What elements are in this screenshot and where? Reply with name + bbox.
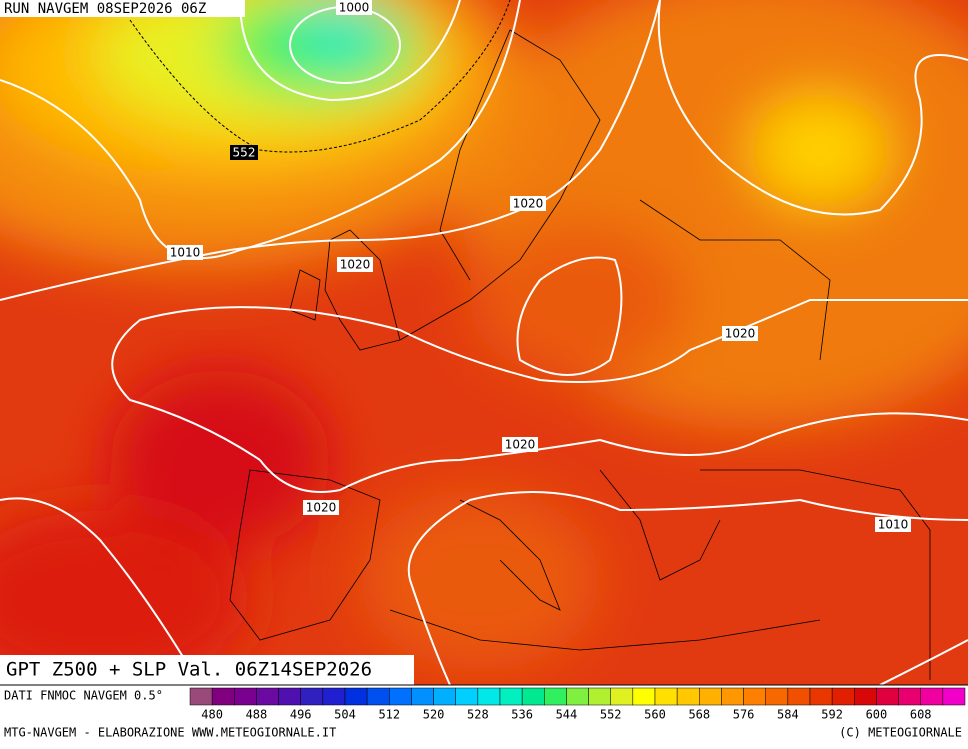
colorbar-swatch — [499, 687, 523, 706]
colorbar-label: 480 — [201, 708, 223, 722]
map-field — [0, 0, 968, 685]
colorbar-swatch — [831, 687, 855, 706]
colorbar-label: 488 — [246, 708, 268, 722]
colorbar-swatch — [721, 687, 744, 706]
colorbar-swatch — [787, 687, 811, 706]
isobars — [0, 0, 968, 685]
colorbar-label: 512 — [378, 708, 400, 722]
colorbar-swatch — [278, 687, 301, 706]
colorbar-swatch — [256, 687, 279, 706]
map-title: GPT Z500 + SLP Val. 06Z14SEP2026 — [6, 659, 372, 681]
colorbar-label: 592 — [821, 708, 843, 722]
colorbar-label: 528 — [467, 708, 489, 722]
colorbar-swatch — [854, 687, 877, 706]
contour-label: 1010 — [878, 518, 909, 532]
colorbar-swatch — [389, 687, 412, 706]
colorbar-label: 504 — [334, 708, 356, 722]
colorbar-swatch — [942, 687, 966, 706]
contour-label: 1010 — [170, 246, 201, 260]
contour-label: 1020 — [340, 258, 371, 272]
contour-labels: 1000 552 1010 1020 1020 1020 1020 1020 1… — [167, 0, 911, 532]
title-box — [0, 655, 414, 685]
colorbar-swatch — [433, 687, 456, 706]
colorbar-label: 576 — [733, 708, 755, 722]
colorbar-swatch — [521, 687, 545, 706]
z500-contour — [129, 0, 511, 153]
colorbar-swatch — [699, 687, 722, 706]
colorbar-caption: DATI FNMOC NAVGEM 0.5° — [4, 689, 163, 703]
contour-label: 1020 — [725, 327, 756, 341]
colorbar-swatch — [765, 687, 789, 706]
contour-label: 552 — [233, 146, 256, 160]
contour-label: 1020 — [513, 197, 544, 211]
colorbar-swatch — [455, 687, 479, 706]
colorbar-label: 544 — [556, 708, 578, 722]
colorbar-swatch — [211, 687, 235, 706]
colorbar-label: 600 — [866, 708, 888, 722]
colorbar-swatch — [876, 687, 899, 706]
colorbar-swatch — [632, 687, 656, 706]
colorbar-swatch — [676, 687, 700, 706]
colorbar-swatch — [654, 687, 678, 706]
colorbar-label: 536 — [511, 708, 533, 722]
colorbar-label: 584 — [777, 708, 799, 722]
colorbar-swatch — [588, 687, 611, 706]
colorbar-swatch — [544, 687, 567, 706]
contour-label: 1020 — [505, 438, 536, 452]
colorbar-swatch — [411, 687, 434, 706]
colorbar-swatch — [809, 687, 833, 706]
colorbar: 480 488 496 504 512 520 528 536 544 552 560 568 576 5… — [189, 687, 966, 722]
colorbar-swatch — [300, 687, 324, 706]
colorbar-label: 608 — [910, 708, 932, 722]
colorbar-swatch — [344, 687, 368, 706]
header-box — [0, 0, 245, 17]
colorbar-swatch — [322, 687, 346, 706]
colorbar-swatch — [366, 687, 390, 706]
colorbar-swatch — [566, 687, 589, 706]
colorbar-label: 520 — [423, 708, 445, 722]
footer-left: MTG-NAVGEM - ELABORAZIONE WWW.METEOGIORN… — [4, 726, 336, 740]
run-label: RUN NAVGEM 08SEP2026 06Z — [4, 1, 206, 17]
colorbar-swatch — [920, 687, 944, 706]
colorbar-label: 496 — [290, 708, 312, 722]
colorbar-swatch — [477, 687, 501, 706]
colorbar-swatch — [234, 687, 257, 706]
colorbar-swatch — [898, 687, 921, 706]
footer-right: (C) METEOGIORNALE — [839, 726, 962, 740]
contour-label: 1020 — [306, 501, 337, 515]
contour-label: 1000 — [339, 1, 370, 15]
colorbar-swatch — [189, 687, 213, 706]
colorbar-swatch — [610, 687, 634, 706]
colorbar-label: 560 — [644, 708, 666, 722]
colorbar-label: 568 — [688, 708, 710, 722]
colorbar-label: 552 — [600, 708, 622, 722]
colorbar-swatch — [743, 687, 766, 706]
